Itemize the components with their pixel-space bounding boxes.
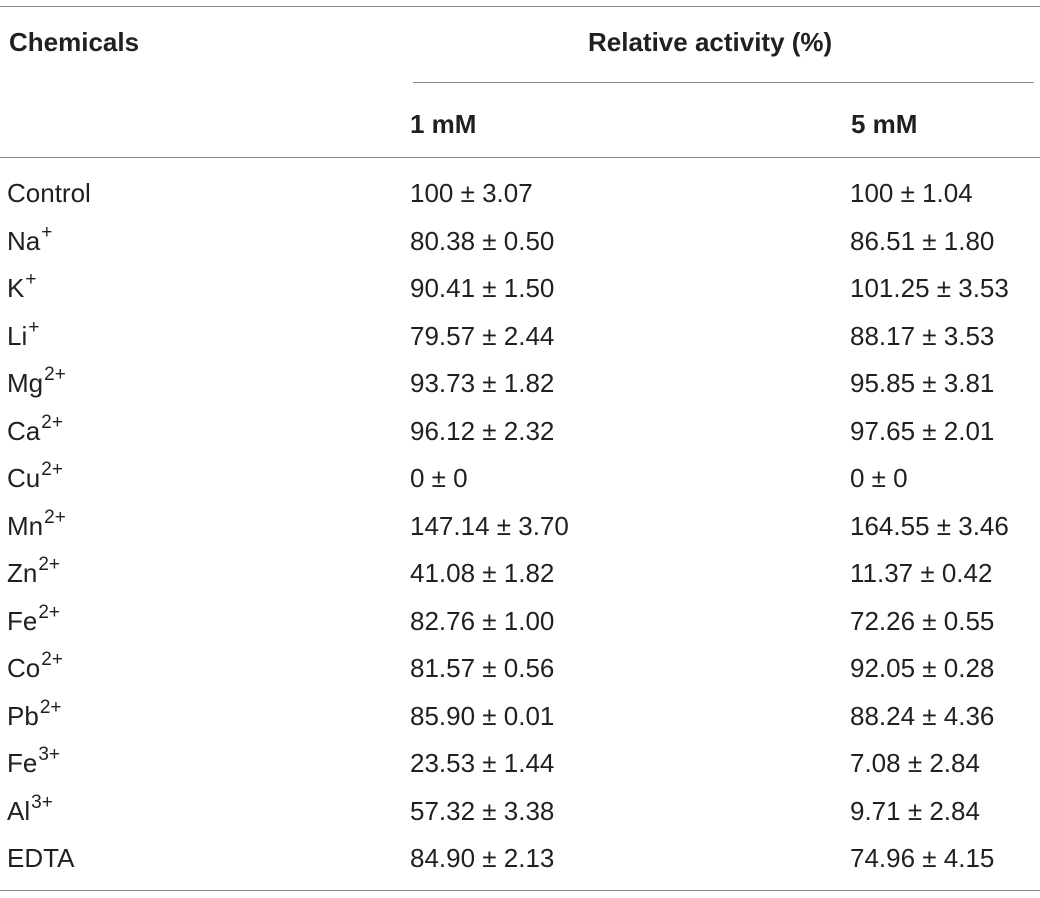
ion-charge: 2+ xyxy=(41,411,63,433)
chemical-name: Control xyxy=(7,178,91,208)
header-1mm: 1 mM xyxy=(410,109,477,139)
table-row: K+ 90.41 ± 1.50 101.25 ± 3.53 xyxy=(0,265,1040,313)
table-row: Cu2+ 0 ± 0 0 ± 0 xyxy=(0,455,1040,503)
activity-1mm-cell: 80.38 ± 0.50 xyxy=(410,225,555,256)
ion-charge: 2+ xyxy=(41,459,63,480)
table-row: Fe3+ 23.53 ± 1.44 7.08 ± 2.84 xyxy=(0,740,1040,788)
activity-5mm-cell: 9.71 ± 2.84 xyxy=(850,795,980,826)
activity-5mm-cell: 164.55 ± 3.46 xyxy=(850,510,1009,541)
activity-1mm-cell: 79.57 ± 2.44 xyxy=(410,320,555,351)
chemical-name: Pb xyxy=(7,700,39,731)
activity-5mm-cell: 72.26 ± 0.55 xyxy=(850,605,995,636)
chemical-name: Cu xyxy=(7,463,41,493)
table-top-rule xyxy=(0,6,1040,7)
activity-5mm-cell: 86.51 ± 1.80 xyxy=(850,225,995,256)
chemical-cell: Fe3+ xyxy=(7,744,60,782)
chemical-cell: Al3+ xyxy=(7,792,53,830)
ion-charge: 2+ xyxy=(38,601,61,623)
activity-1mm-cell: 90.41 ± 1.50 xyxy=(410,273,555,303)
activity-5mm-cell: 74.96 ± 4.15 xyxy=(850,843,995,873)
chemical-cell: Co2+ xyxy=(7,649,63,687)
activity-1mm-cell: 93.73 ± 1.82 xyxy=(410,368,555,398)
table-body: Control 100 ± 3.07 100 ± 1.04 Na+ 80.38 ± 0.… xyxy=(0,170,1040,883)
header-relative-activity: Relative activity (%) xyxy=(588,27,833,57)
table-row: EDTA 84.90 ± 2.13 74.96 ± 4.15 xyxy=(0,835,1040,883)
chemical-cell: K+ xyxy=(7,269,36,307)
header-bottom-rule xyxy=(0,157,1040,158)
chemical-cell: Zn2+ xyxy=(7,554,60,592)
chemical-cell: Fe2+ xyxy=(7,602,60,640)
chemical-name: EDTA xyxy=(7,843,75,873)
activity-5mm-cell: 88.24 ± 4.36 xyxy=(850,700,995,731)
chemical-cell: Na+ xyxy=(7,222,52,260)
chemical-name: Na xyxy=(7,225,41,256)
ion-charge: 2+ xyxy=(41,649,63,670)
activity-1mm-cell: 147.14 ± 3.70 xyxy=(410,510,569,541)
chemical-cell: Mg2+ xyxy=(7,364,66,402)
chemical-name: Zn xyxy=(7,558,38,588)
chemical-name: Al xyxy=(7,795,31,826)
activity-5mm-cell: 95.85 ± 3.81 xyxy=(850,368,995,398)
table-row: Pb2+ 85.90 ± 0.01 88.24 ± 4.36 xyxy=(0,693,1040,741)
activity-5mm-cell: 0 ± 0 xyxy=(850,463,908,493)
chemical-cell: Li+ xyxy=(7,317,39,355)
table-row: Co2+ 81.57 ± 0.56 92.05 ± 0.28 xyxy=(0,645,1040,693)
chemical-cell: EDTA xyxy=(7,843,74,873)
activity-5mm-cell: 11.37 ± 0.42 xyxy=(850,558,993,588)
ion-charge: 2+ xyxy=(38,554,61,575)
activity-5mm-cell: 101.25 ± 3.53 xyxy=(850,273,1009,303)
ion-charge: 2+ xyxy=(44,364,66,385)
table-row: Ca2+ 96.12 ± 2.32 97.65 ± 2.01 xyxy=(0,408,1040,456)
chemical-name: Fe xyxy=(7,605,38,636)
table-row: Control 100 ± 3.07 100 ± 1.04 xyxy=(0,170,1040,218)
ion-charge: + xyxy=(41,221,53,243)
activity-5mm-cell: 92.05 ± 0.28 xyxy=(850,653,995,683)
activity-1mm-cell: 81.57 ± 0.56 xyxy=(410,653,555,683)
ion-charge: 3+ xyxy=(38,744,61,765)
chemical-cell: Ca2+ xyxy=(7,412,63,450)
activity-1mm-cell: 82.76 ± 1.00 xyxy=(410,605,555,636)
chemical-name: Fe xyxy=(7,748,38,778)
table-row: Li+ 79.57 ± 2.44 88.17 ± 3.53 xyxy=(0,313,1040,361)
activity-1mm-cell: 57.32 ± 3.38 xyxy=(410,795,555,826)
chemical-name: Mg xyxy=(7,368,44,398)
activity-5mm-cell: 100 ± 1.04 xyxy=(850,178,973,208)
table-row: Zn2+ 41.08 ± 1.82 11.37 ± 0.42 xyxy=(0,550,1040,598)
ion-charge: 2+ xyxy=(44,506,66,528)
ion-charge: + xyxy=(25,269,37,290)
header-5mm: 5 mM xyxy=(851,109,918,139)
activity-5mm-cell: 7.08 ± 2.84 xyxy=(850,748,980,778)
table-bottom-rule xyxy=(0,890,1040,891)
header-chemicals: Chemicals xyxy=(9,27,140,57)
chemical-name: Mn xyxy=(7,510,44,541)
header-group-rule xyxy=(413,82,1034,83)
activity-1mm-cell: 85.90 ± 0.01 xyxy=(410,700,555,731)
table-row: Na+ 80.38 ± 0.50 86.51 ± 1.80 xyxy=(0,218,1040,266)
chemical-cell: Pb2+ xyxy=(7,697,61,735)
activity-1mm-cell: 84.90 ± 2.13 xyxy=(410,843,555,873)
activity-5mm-cell: 97.65 ± 2.01 xyxy=(850,415,995,446)
activity-1mm-cell: 100 ± 3.07 xyxy=(410,178,533,208)
chemical-cell: Mn2+ xyxy=(7,507,66,545)
table-row: Fe2+ 82.76 ± 1.00 72.26 ± 0.55 xyxy=(0,598,1040,646)
chemical-cell: Control xyxy=(7,178,91,208)
activity-5mm-cell: 88.17 ± 3.53 xyxy=(850,320,995,351)
chemical-name: K xyxy=(7,273,25,303)
table-row: Mg2+ 93.73 ± 1.82 95.85 ± 3.81 xyxy=(0,360,1040,408)
ion-charge: 2+ xyxy=(39,696,62,718)
chemical-cell: Cu2+ xyxy=(7,459,63,497)
ion-charge: + xyxy=(28,316,40,338)
activity-1mm-cell: 41.08 ± 1.82 xyxy=(410,558,555,588)
table-row: Al3+ 57.32 ± 3.38 9.71 ± 2.84 xyxy=(0,788,1040,836)
activity-1mm-cell: 96.12 ± 2.32 xyxy=(410,415,555,446)
activity-1mm-cell: 23.53 ± 1.44 xyxy=(410,748,555,778)
activity-1mm-cell: 0 ± 0 xyxy=(410,463,468,493)
chemical-name: Li xyxy=(7,320,28,351)
chemical-name: Co xyxy=(7,653,41,683)
table-row: Mn2+ 147.14 ± 3.70 164.55 ± 3.46 xyxy=(0,503,1040,551)
chemical-name: Ca xyxy=(7,415,41,446)
ion-charge: 3+ xyxy=(31,791,53,813)
